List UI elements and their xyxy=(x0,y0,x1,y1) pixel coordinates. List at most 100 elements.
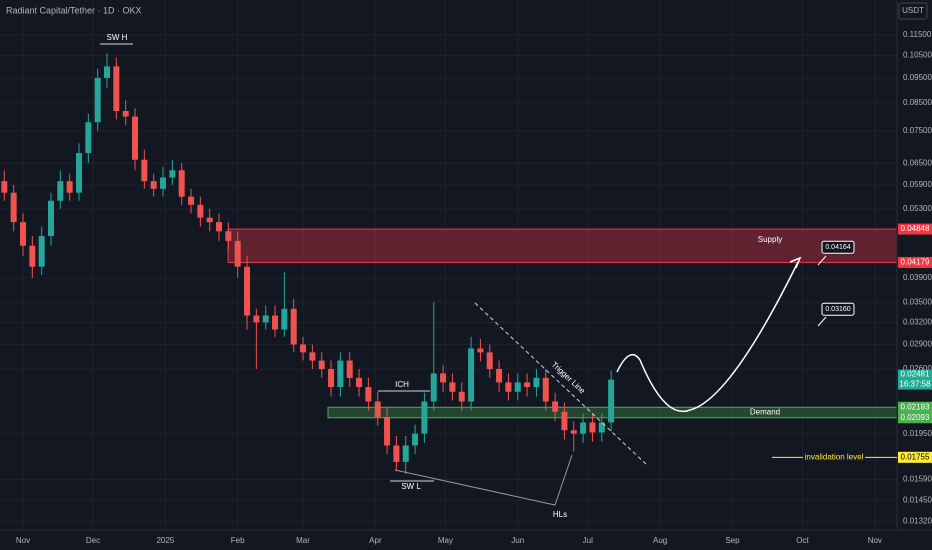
candle-body xyxy=(29,245,36,267)
candle-body xyxy=(244,266,251,316)
candle-body xyxy=(281,308,288,330)
candle-body xyxy=(122,111,129,117)
candle-body xyxy=(272,315,279,330)
supply-label: Supply xyxy=(758,235,782,244)
price-badge xyxy=(898,451,932,463)
candle-body xyxy=(580,422,587,434)
y-tick-label: 0.02600 xyxy=(903,364,932,373)
candle-body xyxy=(160,177,167,189)
price-badge-label: 0.04848 xyxy=(901,224,930,233)
trigger-line xyxy=(474,302,649,467)
candle-body xyxy=(113,66,120,112)
price-badge xyxy=(898,412,932,424)
price-badge-label: 0.01755 xyxy=(901,452,930,461)
target-box xyxy=(821,240,855,254)
x-tick-label: Dec xyxy=(86,536,100,545)
candle-body xyxy=(132,116,139,160)
price-badge xyxy=(898,223,932,235)
hls-lines xyxy=(394,454,573,506)
candle-body xyxy=(458,391,465,402)
candle-body xyxy=(440,373,447,383)
candle-body xyxy=(300,344,307,353)
candle-body xyxy=(141,159,148,182)
target-pointer xyxy=(817,255,827,266)
candle-body xyxy=(402,445,409,462)
arrow-head xyxy=(789,256,802,269)
candle-body xyxy=(19,222,26,246)
candle-body xyxy=(188,196,195,205)
candle-body xyxy=(524,382,531,388)
candle-body xyxy=(468,348,475,402)
projection-path xyxy=(616,261,799,413)
y-tick-label: 0.01450 xyxy=(903,495,932,504)
candle-body xyxy=(337,360,344,388)
candle-body xyxy=(10,192,17,223)
candle-body xyxy=(346,360,353,378)
countdown: 16:37:58 xyxy=(899,380,931,389)
candle-body xyxy=(178,170,185,197)
y-tick-label: 0.07500 xyxy=(903,126,932,135)
candle-body xyxy=(449,382,456,392)
candle-body xyxy=(552,401,559,412)
y-tick-label: 0.10500 xyxy=(903,51,932,60)
candle-body xyxy=(598,422,605,433)
candle-body xyxy=(328,369,335,388)
chart-title: Radiant Capital/Tether · 1D · OKX xyxy=(6,5,142,15)
x-tick-label: Nov xyxy=(16,536,30,545)
candle-body xyxy=(533,377,540,388)
candle-body xyxy=(477,348,484,353)
candle-body xyxy=(318,360,325,370)
x-tick-label: Aug xyxy=(653,536,667,545)
candle-body xyxy=(57,181,64,201)
candle-body xyxy=(206,217,213,223)
candle-body xyxy=(104,66,111,78)
candle-body xyxy=(197,204,204,218)
candle-body xyxy=(496,369,503,383)
y-tick-label: 0.01590 xyxy=(903,475,932,484)
candle-body xyxy=(421,401,428,434)
candle-body xyxy=(94,77,101,123)
target-label: 0.04164 xyxy=(825,244,850,251)
annotation: ICH xyxy=(395,380,409,389)
price-badge xyxy=(898,401,932,413)
y-tick-label: 0.02900 xyxy=(903,340,932,349)
candle-body xyxy=(38,236,45,267)
candle-body xyxy=(542,377,549,402)
price-badge xyxy=(898,369,932,390)
candle-body xyxy=(412,433,419,446)
candle-body xyxy=(570,430,577,434)
supply-zone xyxy=(227,228,898,263)
candle-body xyxy=(234,240,241,267)
demand-label: Demand xyxy=(750,408,780,417)
annotation: SW H xyxy=(107,33,128,42)
x-tick-label: Mar xyxy=(296,536,310,545)
candle-body xyxy=(216,222,223,232)
candle-body xyxy=(290,308,297,345)
y-tick-label: 0.05300 xyxy=(903,204,932,213)
candle-body xyxy=(47,200,54,237)
candle-body xyxy=(589,422,596,433)
candle-body xyxy=(66,181,73,193)
y-tick-label: 0.06500 xyxy=(903,158,932,167)
candle-body xyxy=(253,315,260,323)
y-tick-label: 0.03900 xyxy=(903,273,932,282)
candle-body xyxy=(384,417,391,446)
y-tick-label: 0.09500 xyxy=(903,73,932,82)
candle-body xyxy=(356,377,363,388)
y-tick-label: 0.11500 xyxy=(903,30,932,39)
x-tick-label: Nov xyxy=(868,536,882,545)
price-badge-label: 0.02193 xyxy=(901,402,930,411)
price-badge-label: 0.02481 xyxy=(901,370,930,379)
y-tick-label: 0.08500 xyxy=(903,98,932,107)
candle-body xyxy=(514,382,521,392)
y-tick-label: 0.01320 xyxy=(903,516,932,525)
x-tick-label: Feb xyxy=(231,536,245,545)
candle-body xyxy=(169,170,176,178)
target-label: 0.03160 xyxy=(825,306,850,313)
y-tick-label: 0.05900 xyxy=(903,180,932,189)
target-pointer xyxy=(817,316,827,327)
candle-body xyxy=(1,181,8,193)
y-tick-label: 0.03200 xyxy=(903,318,932,327)
annotation: HLs xyxy=(553,510,567,519)
